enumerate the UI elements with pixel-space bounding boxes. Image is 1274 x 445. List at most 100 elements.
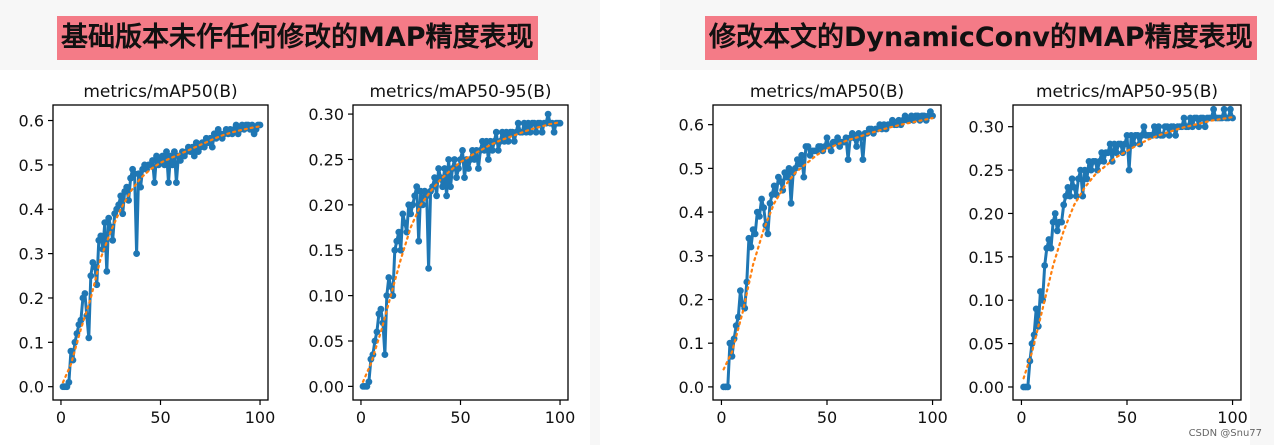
y-tick-label: 0.3 [19, 245, 44, 264]
chart-title: metrics/mAP50-95(B) [1036, 82, 1218, 102]
results-point [485, 156, 492, 163]
results-point [504, 137, 512, 145]
results-point [439, 183, 446, 191]
results-point [425, 265, 432, 272]
y-tick-label: 0.30 [308, 105, 344, 124]
results-point [1125, 166, 1133, 174]
chart-baseline-map50-95: metrics/mAP50-95(B) 0.00 0.05 0.10 0.15 0.20 0… [290, 70, 590, 445]
results-point [163, 148, 170, 155]
results-point [413, 183, 421, 191]
results-point [1140, 123, 1148, 131]
x-tick-label: 50 [817, 408, 837, 427]
results-point [67, 347, 75, 355]
results-point [119, 210, 127, 218]
results-point [437, 174, 444, 181]
results-point [461, 174, 468, 181]
results-point [409, 201, 417, 209]
results-point [1070, 184, 1078, 191]
results-point [431, 174, 438, 181]
results-point [544, 110, 552, 118]
chart-svg-baseline-map50: metrics/mAP50(B) 0.0 0.1 0.2 0.3 0.4 0.5 0.6 0 50… [19, 82, 276, 427]
results-point [1053, 227, 1061, 235]
x-tick-label: 100 [917, 408, 948, 427]
results-point [411, 192, 419, 200]
x-tick-label: 0 [56, 408, 66, 427]
y-tick-label: 0.0 [679, 378, 704, 397]
results-point [1081, 166, 1089, 174]
results-point [453, 174, 460, 181]
results-point [760, 204, 768, 212]
results-point [796, 160, 803, 168]
results-point [844, 156, 852, 163]
left-heading: 基础版本未作任何修改的MAP精度表现 [57, 16, 538, 60]
results-point [77, 316, 85, 324]
results-point [489, 147, 496, 154]
results-point [532, 128, 540, 136]
results-point [777, 178, 784, 185]
results-point [538, 128, 546, 136]
results-point [137, 183, 145, 191]
results-point [433, 192, 440, 200]
results-series-line [723, 110, 934, 389]
results-point [514, 119, 522, 127]
y-tick-label: 0.00 [308, 377, 344, 396]
results-point [173, 179, 180, 186]
results-point [1155, 123, 1163, 131]
results-point [200, 143, 208, 151]
smooth-series-line [361, 121, 562, 383]
results-point [395, 228, 403, 236]
y-tick-label: 0.5 [19, 156, 44, 175]
y-tick-label: 0.15 [308, 241, 344, 260]
plot-frame [52, 104, 269, 401]
results-point [728, 352, 736, 360]
results-point [1045, 236, 1053, 243]
results-point [123, 183, 131, 191]
y-tick-label: 0.05 [968, 335, 1004, 354]
results-point [1210, 105, 1217, 113]
results-point [165, 179, 172, 186]
y-tick-label: 0.05 [308, 332, 344, 351]
y-tick-label: 0.1 [679, 334, 704, 353]
results-point [441, 165, 448, 172]
results-point [510, 137, 518, 145]
results-point [783, 173, 791, 181]
y-tick-label: 0.4 [19, 200, 44, 219]
y-tick-label: 0.10 [968, 291, 1004, 310]
results-point [381, 351, 389, 358]
x-tick-label: 50 [1117, 408, 1137, 427]
y-tick-label: 0.0 [19, 378, 44, 397]
results-point [745, 234, 753, 242]
results-point [1220, 105, 1228, 113]
results-point [1041, 262, 1049, 269]
results-point [1087, 166, 1095, 174]
results-point [1051, 210, 1059, 217]
results-point [550, 128, 558, 136]
results-point [65, 378, 73, 386]
results-point [859, 156, 867, 163]
results-point [407, 210, 415, 218]
x-tick-label: 100 [545, 408, 576, 427]
results-point [747, 243, 755, 251]
results-point [401, 219, 409, 227]
chart-title: metrics/mAP50-95(B) [369, 82, 551, 102]
y-tick-label: 0.5 [679, 159, 704, 178]
results-point [1024, 383, 1032, 391]
results-point [1195, 123, 1203, 131]
results-point [791, 165, 799, 172]
results-point [465, 165, 472, 172]
results-point [373, 328, 381, 336]
results-point [1180, 114, 1188, 122]
results-point [383, 292, 391, 299]
results-point [153, 152, 160, 160]
results-point [1064, 184, 1072, 191]
x-tick-label: 100 [1217, 408, 1248, 427]
results-point [770, 182, 778, 190]
results-point [798, 151, 806, 159]
results-point [1227, 105, 1234, 113]
results-point [827, 147, 835, 155]
results-point [393, 237, 401, 245]
results-point [800, 173, 808, 181]
x-tick-label: 100 [245, 408, 276, 427]
chart-title: metrics/mAP50(B) [750, 82, 904, 102]
y-tick-label: 0.6 [19, 112, 44, 131]
